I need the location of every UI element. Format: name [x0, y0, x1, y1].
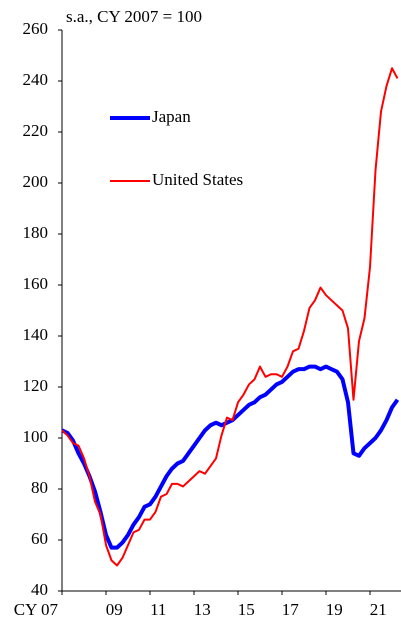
y-tick-label: 200: [23, 172, 49, 191]
series-line: [61, 67, 399, 567]
x-tick-label: 13: [194, 600, 211, 619]
y-tick-label: 160: [23, 274, 49, 293]
y-tick-label: 60: [31, 529, 48, 548]
series-line: [61, 364, 400, 550]
y-tick-label: 240: [23, 70, 49, 89]
y-tick-label: 260: [23, 19, 49, 38]
x-tick-label: 15: [238, 600, 255, 619]
y-tick-label: 40: [31, 580, 48, 599]
y-tick-label: 180: [23, 223, 49, 242]
x-tick-label: CY 07: [14, 600, 59, 619]
legend-label: United States: [152, 170, 243, 189]
y-tick-label: 100: [23, 427, 49, 446]
x-tick-label: 19: [326, 600, 343, 619]
x-tick-label: 09: [106, 600, 123, 619]
y-tick-label: 140: [23, 325, 49, 344]
y-tick-label: 120: [23, 376, 49, 395]
y-tick-label: 220: [23, 121, 49, 140]
legend-label: Japan: [152, 107, 191, 126]
x-tick-label: 17: [282, 600, 300, 619]
x-tick-label: 11: [150, 600, 166, 619]
y-tick-label: 80: [31, 478, 48, 497]
chart-subtitle: s.a., CY 2007 = 100: [66, 7, 202, 26]
x-tick-label: 21: [370, 600, 387, 619]
